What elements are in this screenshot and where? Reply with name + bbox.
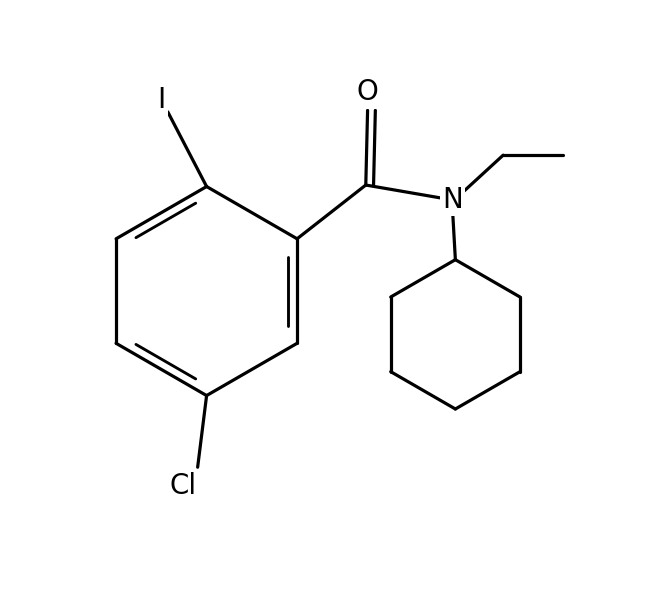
- Text: O: O: [356, 79, 379, 106]
- Text: I: I: [157, 86, 166, 114]
- Text: N: N: [442, 186, 463, 214]
- Text: Cl: Cl: [169, 472, 196, 500]
